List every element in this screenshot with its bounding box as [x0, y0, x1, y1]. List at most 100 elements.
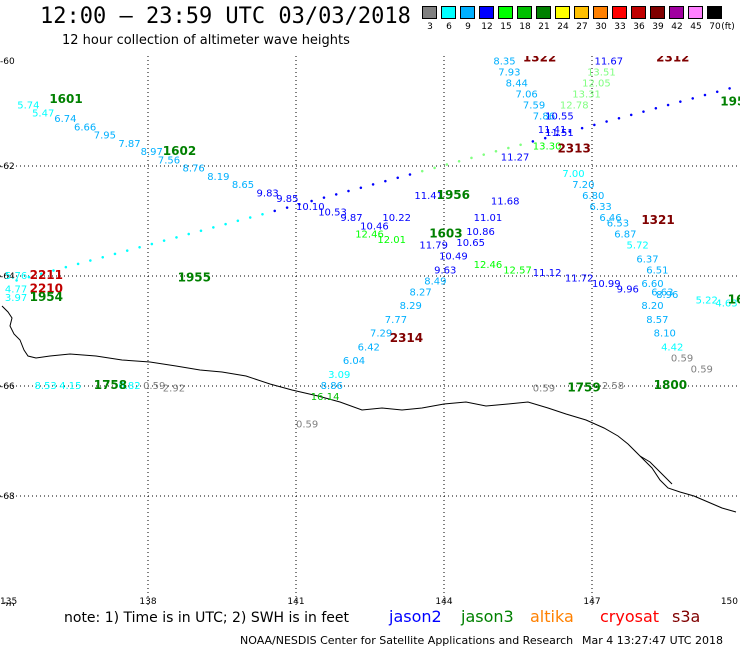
swh-value: 7.95 — [94, 131, 116, 142]
scale-label: 27 — [576, 22, 588, 32]
track-marker: • — [628, 111, 635, 122]
swh-value: 6.66 — [74, 122, 96, 133]
scale-label: 9 — [465, 22, 471, 32]
track-marker: • — [13, 276, 20, 287]
pass-time: 1601 — [49, 92, 82, 106]
swh-value: 11.41 — [538, 125, 567, 136]
swh-value: 6.33 — [590, 202, 612, 213]
track-marker: • — [136, 243, 143, 254]
track-marker: • — [234, 217, 241, 228]
swh-value: 5.76 — [5, 271, 27, 282]
swh-value: 8.10 — [654, 329, 676, 340]
swh-value: 12.57 — [503, 265, 532, 276]
track-marker: • — [148, 240, 155, 251]
track-marker: • — [726, 84, 733, 95]
track-marker: • — [198, 227, 205, 238]
swh-value: 5.74 — [17, 100, 39, 111]
lon-tick-label: 150 — [721, 597, 738, 606]
swh-value: 7.59 — [523, 100, 545, 111]
track-marker: • — [419, 167, 426, 178]
track-marker: • — [87, 256, 94, 267]
track-marker: • — [579, 124, 586, 135]
scale-swatch — [574, 6, 589, 19]
track-marker: • — [173, 233, 180, 244]
swh-value: 0.59 — [533, 384, 555, 395]
swh-value: 2.58 — [602, 381, 624, 392]
lon-tick-label: 138 — [139, 597, 156, 606]
scale-swatch — [669, 6, 684, 19]
track-marker: • — [407, 170, 414, 181]
swh-value: 9.85 — [276, 194, 298, 205]
lat-tick-label: -62 — [0, 162, 15, 172]
credit-line: NOAA/NESDIS Center for Satellite Applica… — [240, 634, 574, 647]
swh-value: 11.67 — [594, 56, 623, 67]
track-marker: • — [185, 230, 192, 241]
scale-unit: (ft) — [721, 22, 735, 32]
scale-label: 45 — [690, 22, 702, 32]
swh-value: 2.92 — [163, 384, 185, 395]
lat-tick-label: -60 — [0, 57, 15, 67]
scale-label: 3 — [427, 22, 433, 32]
swh-value: 7.86 — [533, 111, 555, 122]
scale-label: 6 — [446, 22, 452, 32]
pass-time: 1955 — [178, 271, 211, 285]
track-marker: • — [99, 253, 106, 264]
pass-time: 1759 — [567, 381, 600, 395]
scale-swatch — [536, 6, 551, 19]
scale-label: 42 — [671, 22, 683, 32]
swh-value: 8.53 — [35, 381, 57, 392]
track-marker: • — [443, 160, 450, 171]
track-marker: • — [702, 91, 709, 102]
track-marker: • — [493, 147, 500, 158]
swh-value: 10.99 — [592, 279, 621, 290]
swh-value: 8.35 — [493, 56, 515, 67]
swh-value: 7.20 — [572, 180, 594, 191]
swh-value: 8.20 — [641, 301, 663, 312]
track-marker: • — [321, 194, 328, 205]
track-marker: • — [591, 121, 598, 132]
pass-time: 2210 — [30, 282, 63, 296]
track-marker: • — [357, 184, 364, 195]
track-marker: • — [333, 190, 340, 201]
scale-swatch — [517, 6, 532, 19]
swh-value: 10.55 — [545, 111, 574, 122]
swh-value: 6.82 — [118, 381, 140, 392]
track-marker: • — [210, 223, 217, 234]
swh-value: 12.46 — [355, 230, 384, 241]
scale-swatch — [498, 6, 513, 19]
swh-value: 11.12 — [533, 268, 562, 279]
swh-value: 6.51 — [646, 265, 668, 276]
swh-value: 11.01 — [474, 213, 503, 224]
track-marker: • — [431, 164, 438, 175]
swh-value: 6.87 — [614, 230, 636, 241]
track-marker: • — [75, 260, 82, 271]
map-grid — [0, 56, 740, 606]
swh-value: 5.22 — [696, 296, 718, 307]
swh-value: 9.83 — [257, 188, 279, 199]
lon-tick-label: 147 — [583, 597, 600, 606]
swh-value: 6.60 — [641, 279, 663, 290]
swh-value: 6.53 — [607, 219, 629, 230]
satellite-legend-cryosat: cryosat — [600, 607, 660, 626]
swh-value: 4.63 — [715, 298, 737, 309]
pass-time: 2313 — [557, 141, 590, 155]
swh-value: 8.44 — [506, 78, 528, 89]
swh-value: 3.09 — [328, 370, 350, 381]
scale-swatch — [707, 6, 722, 19]
track-marker: • — [50, 266, 57, 277]
pass-time: 1603 — [429, 227, 462, 241]
track-marker: • — [529, 137, 536, 148]
swh-value: 8.49 — [424, 276, 446, 287]
track-marker: • — [665, 101, 672, 112]
track-marker: • — [345, 187, 352, 198]
swh-value: 6.80 — [582, 191, 604, 202]
swh-value: 9.63 — [434, 265, 456, 276]
track-marker: • — [542, 134, 549, 145]
swh-value: 7.77 — [385, 315, 407, 326]
pass-time: 16 — [728, 293, 740, 307]
scale-label: 33 — [614, 22, 626, 32]
swh-value: 11.79 — [419, 241, 448, 252]
scale-swatch — [631, 6, 646, 19]
track-marker: • — [517, 141, 524, 152]
track-marker: • — [247, 213, 254, 224]
